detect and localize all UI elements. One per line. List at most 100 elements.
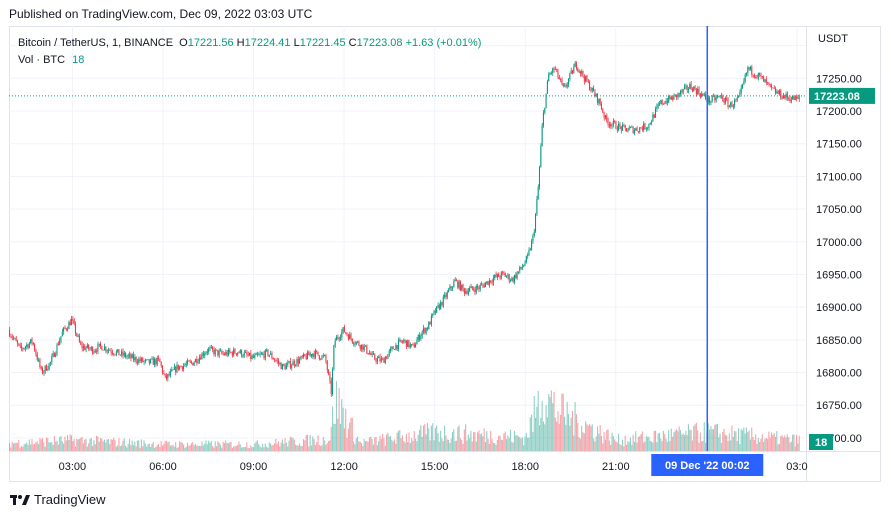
candle-body — [341, 331, 343, 338]
volume-bar — [773, 432, 775, 451]
volume-bar — [662, 430, 664, 451]
candle-body — [357, 341, 359, 343]
candle-body — [181, 366, 183, 370]
price-tick-label: 17000.00 — [816, 237, 862, 249]
candle-body — [360, 344, 362, 349]
candle-body — [366, 345, 368, 354]
volume-bar — [407, 442, 409, 451]
candle-body — [636, 128, 638, 132]
volume-bar — [432, 423, 434, 451]
candle-body — [143, 361, 145, 362]
candle-body — [117, 349, 119, 352]
candle-body — [486, 281, 488, 284]
volume-bar — [275, 438, 277, 451]
candle-body — [508, 274, 510, 281]
volume-bar — [383, 438, 385, 451]
volume-bar — [308, 446, 310, 451]
volume-bar — [343, 428, 345, 451]
volume-bar — [482, 436, 484, 451]
volume-bar — [258, 444, 260, 451]
candle-body — [258, 354, 260, 356]
candle-body — [436, 306, 438, 313]
candle-body — [614, 121, 616, 123]
volume-bar — [193, 445, 195, 451]
volume-bar — [716, 423, 719, 451]
volume-bar — [600, 435, 603, 451]
candle-body — [256, 353, 258, 355]
candle-body — [434, 310, 436, 313]
candle-body — [94, 350, 96, 352]
candle-body — [674, 94, 676, 96]
candle-body — [748, 67, 750, 70]
volume-bar — [635, 431, 637, 451]
volume-bar — [633, 441, 635, 451]
volume-bar — [618, 433, 620, 451]
candle-body — [244, 352, 246, 353]
candle-body — [276, 360, 278, 362]
candle-body — [325, 355, 327, 362]
legend-volume-label[interactable]: Vol · BTC — [18, 54, 66, 66]
volume-bar — [333, 423, 335, 451]
candle-body — [786, 93, 788, 98]
volume-bar — [179, 441, 181, 451]
candle-body — [747, 67, 749, 74]
volume-bar — [322, 436, 324, 451]
volume-bar — [442, 441, 444, 451]
volume-bar — [262, 443, 264, 451]
candle-body — [121, 351, 123, 355]
volume-bar — [444, 425, 446, 451]
volume-bar — [217, 441, 219, 451]
volume-bar — [508, 438, 510, 451]
candle-body — [288, 361, 290, 363]
volume-bar — [412, 440, 414, 451]
time-tick-label: 21:00 — [602, 461, 630, 473]
volume-bar — [686, 434, 688, 451]
volume-bar — [502, 440, 504, 451]
candle-body — [135, 357, 137, 362]
volume-bar — [747, 432, 749, 451]
volume-bar — [645, 435, 647, 451]
candlestick-chart[interactable]: USDT16700.0016750.0016800.0016850.001690… — [9, 26, 881, 482]
candle-body — [740, 87, 742, 92]
volume-bar — [325, 444, 327, 451]
candle-body — [175, 366, 177, 373]
candle-body — [60, 336, 62, 341]
candle-body — [745, 73, 747, 75]
volume-bar — [316, 442, 318, 451]
volume-bar — [598, 433, 600, 451]
volume-bar — [504, 431, 506, 451]
candle-body — [16, 341, 18, 344]
volume-bar — [39, 437, 41, 451]
volume-bar — [583, 433, 585, 451]
volume-bar — [215, 446, 218, 451]
volume-bar — [60, 435, 62, 451]
volume-bar — [794, 446, 796, 451]
volume-bar — [84, 439, 86, 451]
candle-body — [731, 102, 733, 107]
candle-body — [180, 366, 182, 367]
candle-body — [528, 249, 530, 255]
candle-body — [445, 294, 447, 298]
legend-symbol[interactable]: Bitcoin / TetherUS, 1, BINANCE — [18, 37, 174, 49]
candle-body — [266, 349, 268, 351]
volume-bar — [756, 443, 758, 451]
tradingview-brand[interactable]: TradingView — [10, 492, 106, 507]
candle-body — [591, 87, 593, 91]
volume-bar — [570, 417, 572, 451]
volume-bar — [192, 441, 194, 451]
volume-bar — [297, 445, 299, 451]
volume-bar — [610, 444, 612, 451]
volume-bar — [273, 443, 276, 451]
candle-body — [30, 339, 32, 344]
candle-body — [122, 351, 124, 356]
candle-body — [47, 368, 49, 371]
candle-body — [279, 363, 281, 364]
volume-bar — [710, 426, 712, 451]
candle-body — [475, 286, 477, 293]
volume-bar — [189, 444, 191, 451]
candle-body — [364, 345, 366, 347]
candle-body — [275, 360, 277, 362]
volume-bar — [276, 443, 278, 451]
candle-body — [784, 95, 786, 99]
candle-body — [502, 272, 504, 274]
